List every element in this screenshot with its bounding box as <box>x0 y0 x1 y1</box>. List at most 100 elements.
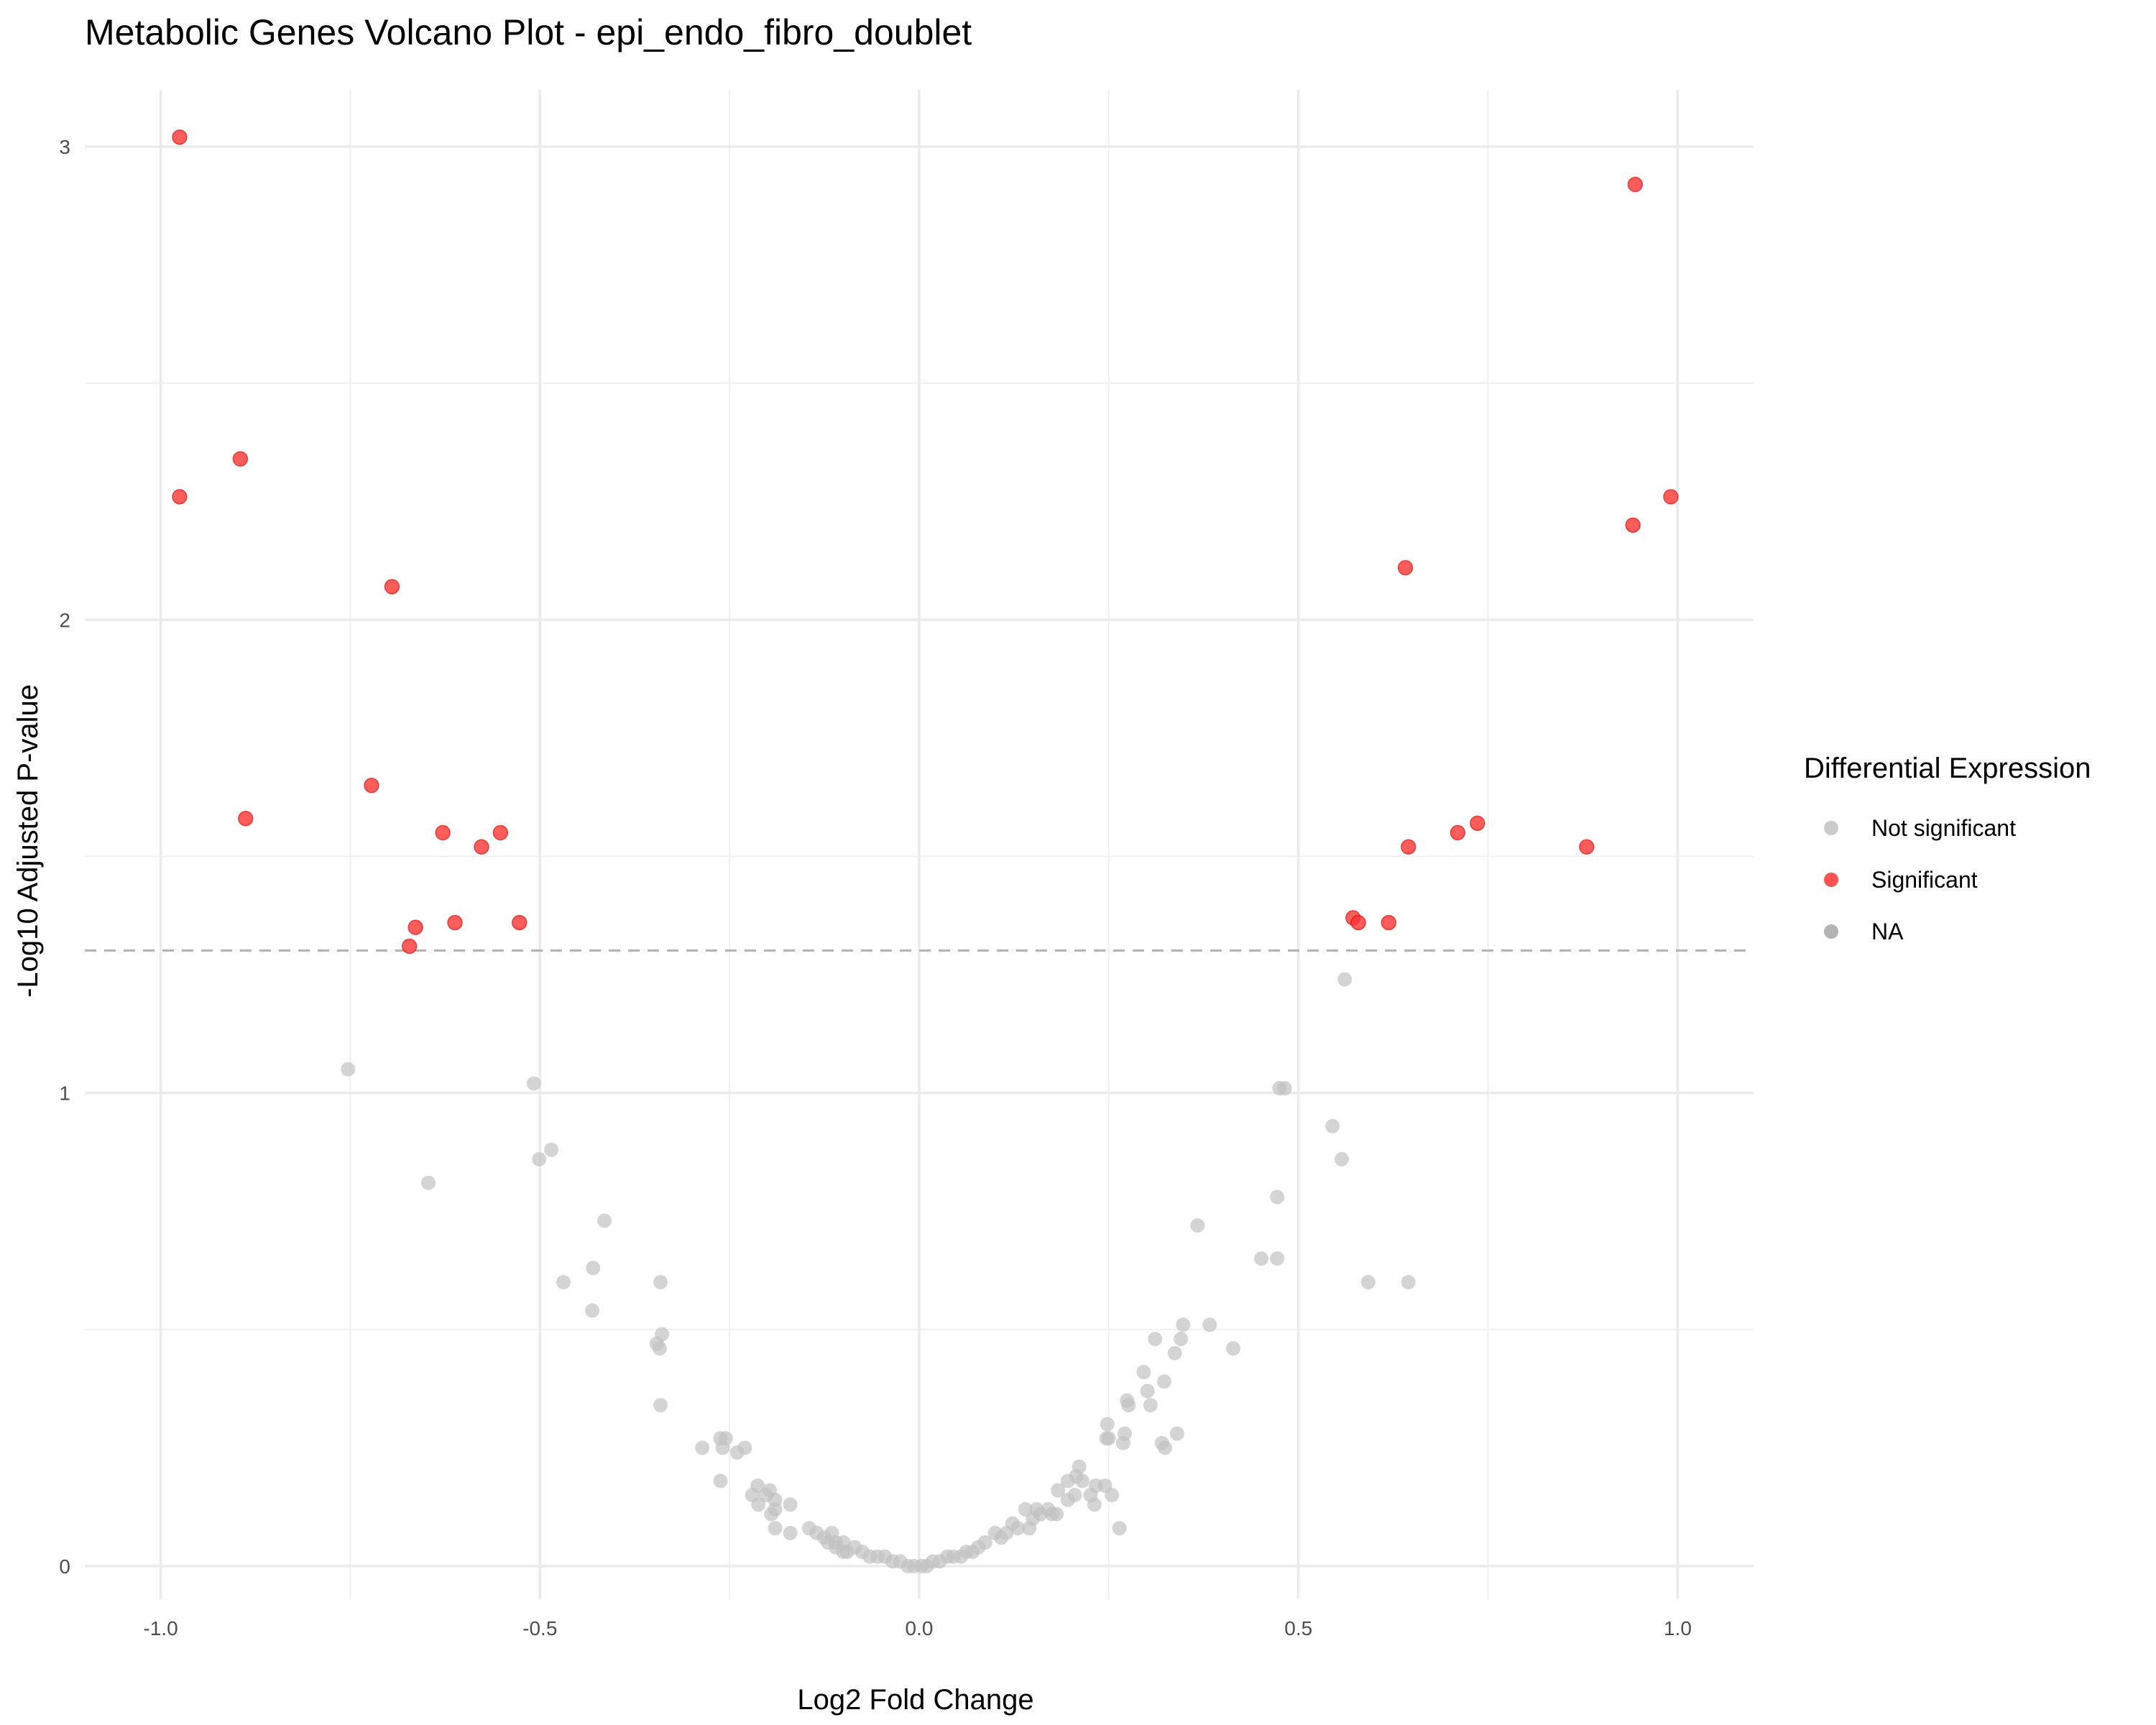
not-significant-point <box>1105 1488 1120 1503</box>
not-significant-point <box>1074 1473 1089 1489</box>
significant-point <box>1350 914 1366 931</box>
legend-label: Not significant <box>1871 815 2016 841</box>
significant-point <box>238 811 254 827</box>
not-significant-point <box>1169 1426 1184 1441</box>
not-significant-point <box>1254 1251 1269 1266</box>
not-significant-point <box>783 1525 798 1540</box>
not-significant-point <box>1051 1483 1066 1498</box>
x-tick-label: 0.5 <box>1284 1617 1312 1639</box>
significant-point <box>232 451 249 467</box>
not-significant-point <box>421 1175 436 1190</box>
significant-point <box>512 914 528 931</box>
grid-major <box>85 90 1754 1599</box>
significant-point <box>1381 914 1397 931</box>
not-significant-point <box>764 1506 779 1522</box>
not-significant-point <box>1401 1274 1416 1289</box>
not-significant-point <box>341 1062 356 1077</box>
not-significant-point <box>1277 1081 1292 1096</box>
not-significant-point <box>1115 1435 1130 1450</box>
not-significant-point <box>544 1142 559 1157</box>
significant-point <box>1663 489 1679 505</box>
not-significant-point <box>993 1530 1008 1545</box>
significant-point <box>435 824 451 841</box>
not-significant-point <box>1225 1341 1240 1356</box>
y-tick-label: 2 <box>59 609 70 631</box>
significant-point <box>1627 176 1644 193</box>
not-significant-point <box>653 1274 668 1289</box>
legend-label: NA <box>1871 919 1904 944</box>
legend-key <box>1824 873 1838 887</box>
not-significant-point <box>1167 1346 1182 1361</box>
legend-title: Differential Expression <box>1804 753 2091 784</box>
significant-point <box>364 777 379 794</box>
not-significant-point <box>1100 1417 1115 1432</box>
not-significant-point <box>1174 1331 1189 1346</box>
significant-point <box>1450 824 1466 841</box>
not-significant-point <box>1143 1398 1158 1413</box>
significant-point <box>407 919 423 935</box>
y-axis-ticks: 0 1 2 3 <box>59 136 70 1578</box>
legend-key <box>1824 821 1838 835</box>
legend: Differential Expression Not significant S… <box>1804 753 2091 944</box>
not-significant-point <box>526 1076 541 1091</box>
not-significant-point <box>1101 1431 1116 1446</box>
not-significant-point <box>1157 1440 1172 1455</box>
data-points <box>172 129 1679 1573</box>
legend-key <box>1824 924 1838 939</box>
not-significant-point <box>1022 1521 1037 1536</box>
legend-label: Significant <box>1871 867 1978 893</box>
x-tick-label: -0.5 <box>522 1617 557 1639</box>
not-significant-point <box>653 1398 668 1413</box>
not-significant-point <box>1270 1190 1285 1205</box>
significant-point <box>1625 517 1641 533</box>
not-significant-point <box>715 1440 730 1455</box>
not-significant-point <box>1136 1365 1151 1380</box>
not-significant-point <box>1156 1374 1171 1389</box>
not-significant-point <box>585 1303 600 1318</box>
not-significant-point <box>1334 1151 1349 1167</box>
not-significant-point <box>1190 1218 1205 1233</box>
not-significant-point <box>532 1151 547 1167</box>
not-significant-point <box>768 1521 783 1536</box>
not-significant-point <box>653 1341 668 1356</box>
legend-items: Not significant Significant NA <box>1824 815 2016 944</box>
significant-point <box>1397 560 1414 576</box>
significant-point <box>384 579 400 594</box>
x-axis-title: Log2 Fold Change <box>797 1684 1033 1716</box>
not-significant-point <box>1325 1118 1340 1133</box>
x-tick-label: 1.0 <box>1664 1617 1692 1639</box>
not-significant-point <box>1202 1317 1217 1333</box>
x-tick-label: 0.0 <box>906 1617 934 1639</box>
not-significant-point <box>713 1473 728 1489</box>
not-significant-point <box>596 1213 612 1228</box>
not-significant-point <box>1337 972 1353 987</box>
not-significant-point <box>1360 1274 1376 1289</box>
significant-point <box>492 824 509 841</box>
not-significant-point <box>906 1558 921 1573</box>
not-significant-point <box>1121 1398 1136 1413</box>
significant-point <box>447 914 463 931</box>
not-significant-point <box>737 1440 752 1455</box>
not-significant-point <box>1010 1521 1026 1536</box>
not-significant-point <box>1176 1317 1191 1333</box>
not-significant-point <box>1060 1492 1075 1507</box>
plot-title: Metabolic Genes Volcano Plot - epi_endo_… <box>85 12 972 52</box>
not-significant-point <box>1140 1384 1155 1399</box>
y-tick-label: 0 <box>59 1555 70 1578</box>
not-significant-point <box>1148 1331 1163 1346</box>
significant-point <box>1401 839 1416 855</box>
significant-point <box>1470 815 1485 832</box>
y-tick-label: 1 <box>59 1082 70 1105</box>
not-significant-point <box>783 1497 798 1512</box>
significant-point <box>474 839 489 855</box>
significant-point <box>1579 839 1595 855</box>
not-significant-point <box>1270 1251 1285 1266</box>
y-axis-title: -Log10 Adjusted P-value <box>12 684 44 998</box>
not-significant-point <box>1044 1506 1059 1522</box>
x-tick-label: -1.0 <box>143 1617 178 1639</box>
not-significant-point <box>586 1261 601 1276</box>
significant-point <box>401 938 418 954</box>
not-significant-point <box>1060 1473 1075 1489</box>
